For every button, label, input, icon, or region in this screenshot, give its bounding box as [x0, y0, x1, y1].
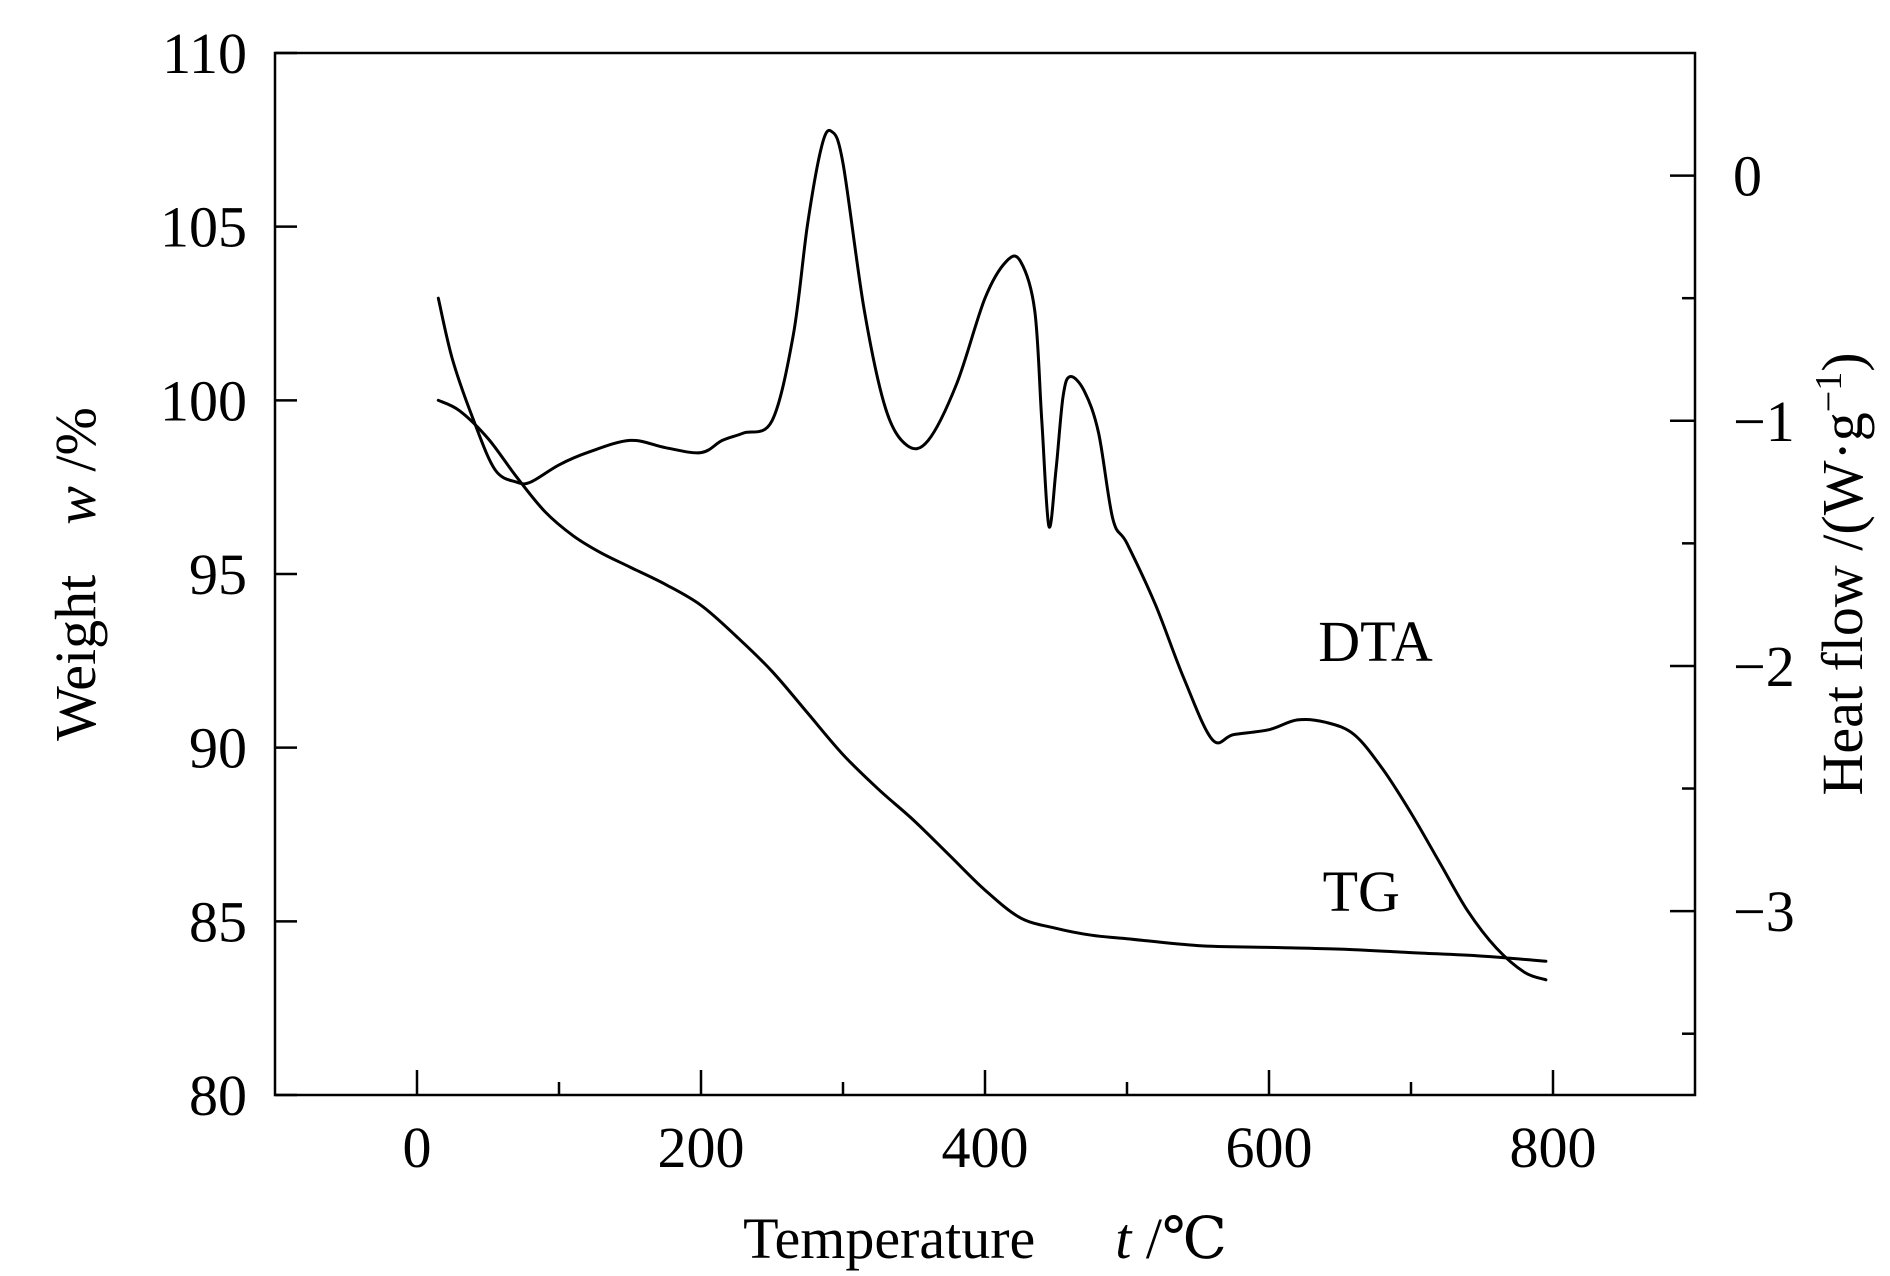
series-layer: TG DTA	[436, 128, 1548, 982]
x-tick-label: 400	[942, 1115, 1029, 1180]
dta-curve	[436, 128, 1548, 982]
x-tick-label: 600	[1226, 1115, 1313, 1180]
x-axis-title: Temperature t /℃	[743, 1206, 1227, 1271]
y-left-tick-label: 110	[162, 21, 247, 86]
x-tick-label: 0	[403, 1115, 432, 1180]
y-right-axis-ticks: 0 −1 −2 −3	[1670, 144, 1795, 1035]
y-left-tick-label: 80	[189, 1063, 247, 1128]
y-right-tick-label: 0	[1733, 144, 1762, 209]
y-right-axis-title: Heat flow /(W·g−1)	[1808, 352, 1875, 795]
y-left-axis-title: Weightw /%	[43, 407, 108, 741]
y-left-axis-ticks: 80 85 90 95 100 105 110	[160, 21, 297, 1128]
x-tick-label: 800	[1510, 1115, 1597, 1180]
dta-series-label: DTA	[1318, 609, 1433, 674]
plot-frame	[273, 51, 1697, 1097]
y-right-tick-label: −1	[1733, 389, 1795, 454]
y-left-tick-label: 95	[189, 542, 247, 607]
y-left-tick-label: 105	[160, 195, 247, 260]
tg-curve	[436, 398, 1548, 963]
y-left-tick-label: 85	[189, 889, 247, 954]
x-tick-label: 200	[658, 1115, 745, 1180]
y-left-tick-label: 90	[189, 716, 247, 781]
y-left-tick-label: 100	[160, 368, 247, 433]
y-right-tick-label: −3	[1733, 879, 1795, 944]
y-right-tick-label: −2	[1733, 634, 1795, 699]
x-axis-ticks: 0 200 400 600 800	[403, 1070, 1597, 1180]
tg-series-label: TG	[1323, 859, 1400, 924]
